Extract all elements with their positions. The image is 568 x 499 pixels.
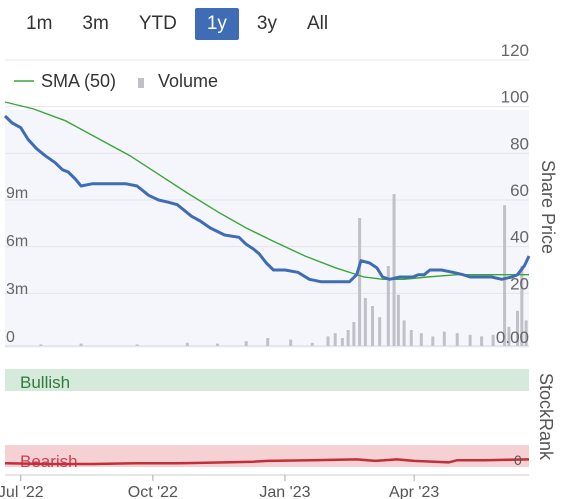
volume-bar: [340, 338, 344, 346]
range-selector: 1m 3m YTD 1y 3y All: [14, 8, 340, 42]
volume-bar: [185, 342, 189, 346]
right-tick-label: 0.00: [496, 328, 529, 347]
range-button-3y[interactable]: 3y: [245, 8, 289, 40]
x-tick-label: Jan '23: [259, 484, 310, 499]
price-line: [3, 114, 531, 284]
left-tick-label: 6m: [6, 233, 28, 250]
volume-bar: [358, 218, 362, 346]
x-tick-label: Jul '22: [0, 484, 44, 499]
volume-bar: [392, 194, 396, 346]
volume-bar: [480, 336, 484, 346]
range-button-1m[interactable]: 1m: [14, 8, 64, 40]
volume-bar: [491, 334, 495, 346]
volume-bar: [215, 343, 219, 346]
legend: SMA (50) Volume: [14, 71, 218, 91]
right-tick-label: 100: [501, 88, 529, 107]
legend-volume-label: Volume: [158, 71, 218, 91]
bullish-band: [5, 369, 529, 391]
right-axis-ticks: 0.00 20 40 60 80 100 120: [496, 41, 529, 347]
volume-bars: [39, 194, 528, 346]
right-tick-label: 120: [501, 41, 529, 60]
range-button-3m[interactable]: 3m: [70, 8, 120, 40]
range-button-ytd[interactable]: YTD: [127, 8, 189, 40]
left-axis-ticks: 0 3m 6m 9m: [6, 185, 28, 346]
volume-bar: [333, 333, 337, 346]
volume-bar: [442, 331, 446, 346]
right-tick-label: 60: [510, 181, 529, 200]
range-button-1y[interactable]: 1y: [194, 8, 239, 40]
plot-area: [5, 110, 529, 348]
volume-bar: [266, 338, 270, 346]
volume-bar: [503, 205, 507, 346]
volume-bar: [378, 317, 382, 346]
stockrank-panel: Bullish Bearish 0 StockRank: [4, 369, 556, 471]
volume-bar: [79, 343, 83, 346]
left-tick-label: 0: [6, 329, 15, 346]
sma-line: [4, 101, 529, 280]
main-panel: 0.00 20 40 60 80 100 120 0 3m 6m 9m Share Price: [3, 41, 558, 348]
volume-bar: [396, 294, 400, 346]
legend-sma-label: SMA (50): [41, 71, 116, 91]
left-tick-label: 9m: [6, 185, 28, 202]
volume-bar: [289, 339, 293, 346]
volume-bar: [363, 298, 367, 346]
right-tick-label: 80: [510, 134, 529, 153]
stockrank-axis-label: StockRank: [536, 373, 556, 461]
volume-bar: [524, 320, 528, 346]
volume-bar: [386, 266, 390, 346]
volume-bar: [468, 334, 472, 346]
left-tick-label: 3m: [6, 281, 28, 298]
volume-bar: [455, 333, 459, 346]
volume-bar: [326, 336, 330, 346]
range-button-all[interactable]: All: [295, 8, 340, 40]
x-axis-ticks: Jul '22 Oct '22 Jan '23 Apr '23: [0, 475, 439, 499]
volume-bar: [520, 266, 524, 346]
stockrank-right-tick: 0: [514, 452, 522, 468]
volume-bar: [409, 330, 413, 346]
bearish-label: Bearish: [20, 452, 78, 471]
stockrank-line: [4, 458, 530, 466]
volume-bar: [431, 336, 435, 346]
x-tick-label: Apr '23: [389, 484, 439, 499]
bullish-label: Bullish: [20, 373, 70, 392]
legend-volume-swatch: [138, 78, 144, 88]
right-tick-label: 40: [510, 228, 529, 247]
volume-bar: [310, 342, 314, 346]
right-tick-label: 20: [510, 274, 529, 293]
volume-bar: [352, 322, 356, 346]
volume-bar: [516, 310, 520, 346]
right-axis-label: Share Price: [538, 160, 558, 254]
volume-bar: [39, 344, 43, 346]
volume-bar: [244, 341, 248, 346]
bearish-band: [5, 445, 529, 467]
volume-bar: [135, 344, 139, 346]
volume-bar: [371, 306, 375, 346]
volume-bar: [402, 320, 406, 346]
volume-bar: [419, 333, 423, 346]
volume-bar: [507, 326, 511, 346]
gridlines: [5, 59, 529, 347]
volume-bar: [346, 330, 350, 346]
x-tick-label: Oct '22: [128, 484, 178, 499]
